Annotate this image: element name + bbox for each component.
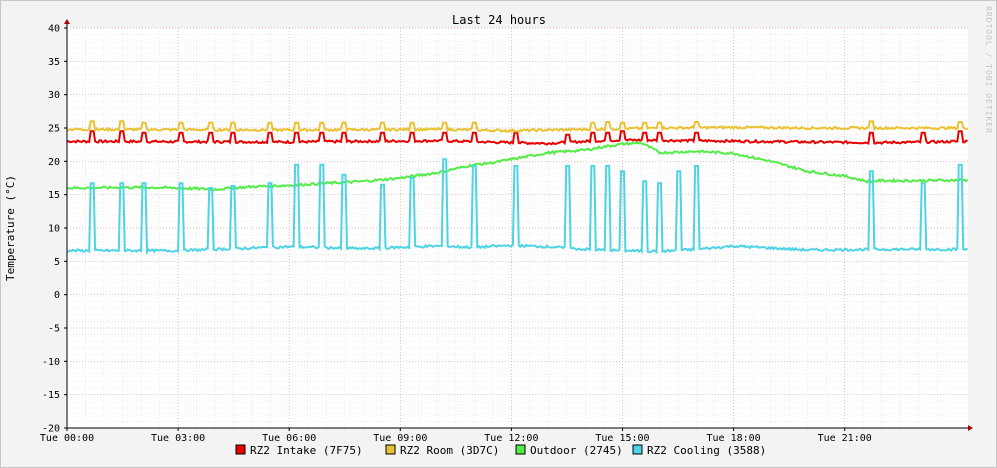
- y-tick-label: 5: [54, 257, 60, 268]
- y-axis-arrow: [64, 19, 70, 24]
- series-layer: [66, 120, 969, 255]
- y-tick-label: 30: [48, 90, 60, 101]
- series-line: [66, 141, 969, 192]
- legend-label: RZ2 Intake (7F75): [250, 444, 363, 457]
- y-tick-label: 15: [48, 190, 60, 201]
- x-tick-label: Tue 03:00: [151, 433, 205, 444]
- series-line: [66, 130, 968, 146]
- legend-label: RZ2 Room (3D7C): [400, 444, 499, 457]
- y-tick-label: -10: [42, 357, 60, 368]
- x-tick-label: Tue 15:00: [595, 433, 649, 444]
- x-tick-labels: Tue 00:00 Tue 03:00 Tue 06:00 Tue 09:00 Tue …: [40, 433, 872, 444]
- x-tick-label: Tue 21:00: [818, 433, 872, 444]
- chart-title: Last 24 hours: [452, 13, 546, 27]
- legend-label: RZ2 Cooling (3588): [647, 444, 766, 457]
- y-tick-label: 40: [48, 24, 60, 35]
- y-tick-labels: 40 35 30 25 20 15 10 5 0 -5 -10 -15 -20: [42, 24, 60, 435]
- y-tick-label: 0: [54, 290, 60, 301]
- axes-layer: [64, 19, 973, 431]
- x-tick-label: Tue 12:00: [484, 433, 538, 444]
- rrdtool-watermark: RRDTOOL / TOBI OETIKER: [984, 6, 993, 134]
- legend: RZ2 Intake (7F75) RZ2 Room (3D7C) Outdoor …: [235, 444, 766, 457]
- x-tick-label: Tue 18:00: [706, 433, 760, 444]
- y-tick-label: -20: [42, 424, 60, 435]
- y-tick-label: 20: [48, 157, 60, 168]
- series-line: [66, 120, 968, 134]
- y-tick-label: -5: [48, 324, 60, 335]
- y-tick-label: 25: [48, 124, 60, 135]
- y-tick-label: -15: [42, 390, 60, 401]
- legend-swatch: [515, 444, 526, 455]
- x-tick-label: Tue 09:00: [373, 433, 427, 444]
- x-tick-label: Tue 00:00: [40, 433, 94, 444]
- y-axis-label: Temperature (°C): [4, 175, 17, 281]
- y-tick-label: 35: [48, 57, 60, 68]
- legend-label: Outdoor (2745): [530, 444, 623, 457]
- series-line: [66, 158, 969, 255]
- x-axis-arrow: [968, 425, 973, 431]
- legend-swatch: [235, 444, 246, 455]
- y-tick-label: 10: [48, 224, 60, 235]
- legend-swatch: [385, 444, 396, 455]
- x-tick-label: Tue 06:00: [262, 433, 316, 444]
- legend-swatch: [632, 444, 643, 455]
